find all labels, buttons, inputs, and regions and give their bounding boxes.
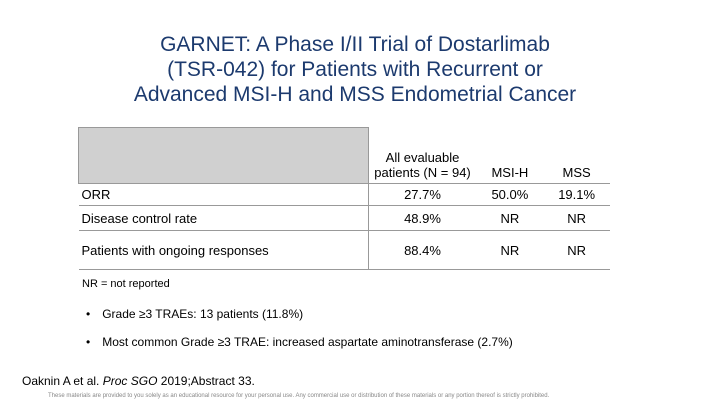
header-row: All evaluable patients (N = 94) MSI-H MS… xyxy=(78,127,611,184)
cell: NR xyxy=(543,230,610,270)
cell: 27.7% xyxy=(368,183,477,206)
title-line: GARNET: A Phase I/II Trial of Dostarlima… xyxy=(160,33,550,56)
bullet: Grade ≥3 TRAEs: 13 patients (11.8%) xyxy=(86,307,303,321)
cell: 19.1% xyxy=(543,183,610,206)
citation: Oaknin A et al. Proc SGO 2019;Abstract 3… xyxy=(22,374,255,388)
citation-detail: 2019;Abstract 33. xyxy=(160,374,255,388)
cell: Patients with ongoing responses xyxy=(78,230,369,270)
cell: 50.0% xyxy=(476,183,544,206)
title-line: Advanced MSI-H and MSS Endometrial Cance… xyxy=(133,83,577,106)
header-cell: MSI-H xyxy=(491,165,529,180)
row: ORR 27.7% 50.0% 19.1% xyxy=(78,183,610,206)
cell: NR xyxy=(543,205,610,231)
cell: Disease control rate xyxy=(78,205,369,231)
citation-authors: Oaknin A et al. xyxy=(22,374,100,388)
bullet: Most common Grade ≥3 TRAE: increased asp… xyxy=(86,335,513,349)
header-text: All evaluable patients (N = 94) xyxy=(374,150,471,180)
header-cell: MSS xyxy=(562,165,591,180)
bullet-text: Grade ≥3 TRAEs: 13 patients (11.8%) xyxy=(102,307,304,321)
header-cell xyxy=(78,127,369,184)
cell: 48.9% xyxy=(368,205,477,231)
row: Disease control rate 48.9% NR NR xyxy=(78,205,610,231)
results-table: All evaluable patients (N = 94) MSI-H MS… xyxy=(78,127,610,270)
footnote: NR = not reported xyxy=(82,278,170,290)
citation-journal: Proc SGO xyxy=(102,374,158,388)
cell: NR xyxy=(476,230,544,270)
row: Patients with ongoing responses 88.4% NR… xyxy=(78,230,610,270)
bullet-text: Most common Grade ≥3 TRAE: increased asp… xyxy=(102,335,513,349)
cell: 88.4% xyxy=(368,230,477,270)
header-cell: All evaluable patients (N = 94) xyxy=(368,128,477,184)
disclaimer: These materials are provided to you sole… xyxy=(48,393,550,399)
title-line: (TSR-042) for Patients with Recurrent or xyxy=(167,58,543,81)
cell: NR xyxy=(476,205,544,231)
title: GARNET: A Phase I/II Trial of Dostarlima… xyxy=(40,32,670,107)
cell: ORR xyxy=(78,183,369,206)
